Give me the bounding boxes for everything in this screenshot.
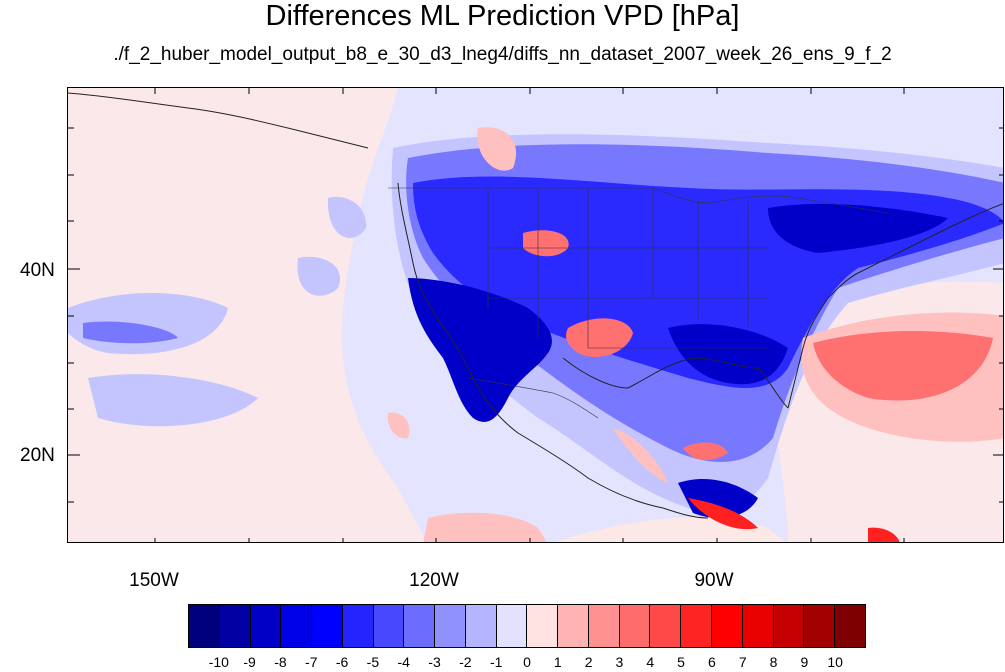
- field-lightblue-pacific-3: [297, 256, 340, 296]
- coastline-east: [787, 203, 1003, 409]
- field-midblue-pacific: [83, 321, 178, 344]
- field-red-guatemala: [683, 442, 728, 460]
- lon-label-150w: 150W: [129, 570, 179, 591]
- field-lightblue-pacific-4: [327, 196, 367, 238]
- colorbar-swatch: [465, 605, 497, 647]
- field-deepblue-northeast: [768, 203, 948, 253]
- colorbar-swatch: [404, 605, 436, 647]
- colorbar-label: 10: [827, 654, 843, 670]
- coastline-gulf: [562, 357, 789, 409]
- colorbar-label: -1: [489, 654, 503, 670]
- lat-label-20n: 20N: [20, 445, 55, 466]
- colorbar-swatch: [435, 605, 466, 647]
- field-red-texas: [566, 318, 633, 357]
- colorbar-swatch: [681, 605, 713, 647]
- colorbar-label: 4: [646, 654, 655, 670]
- map-subtitle: ./f_2_huber_model_output_b8_e_30_d3_lneg…: [113, 44, 892, 65]
- colorbar-label: -3: [428, 654, 441, 670]
- field-lightred-mexico: [613, 428, 668, 483]
- colorbar-swatch: [189, 605, 220, 647]
- coastline-alaska: [68, 92, 369, 149]
- colorbar-swatch: [219, 605, 251, 647]
- field-red-central-america: [688, 498, 758, 530]
- colorbar-swatch: [558, 605, 589, 647]
- field-midred-atlantic: [813, 331, 993, 401]
- colorbar-label: -10: [208, 654, 229, 670]
- colorbar-swatch: [588, 605, 620, 647]
- colorbar-swatch: [742, 605, 774, 647]
- colorbar-label: 5: [677, 654, 685, 670]
- colorbar-swatch: [712, 605, 743, 647]
- lon-label-90w: 90W: [694, 570, 734, 591]
- colorbar-label: -5: [366, 654, 380, 670]
- coastline-west: [397, 182, 709, 519]
- field-deepblue-gulf: [668, 324, 788, 385]
- colorbar-swatch: [527, 605, 559, 647]
- colorbar-label: 9: [800, 654, 809, 670]
- colorbar-swatch: [773, 605, 805, 647]
- colorbar-swatch: [281, 605, 313, 647]
- colorbar-label: -6: [335, 654, 349, 670]
- border-us-canada: [388, 187, 889, 214]
- colorbar-label: -2: [459, 654, 472, 670]
- colorbar: [188, 604, 866, 648]
- colorbar-swatch: [835, 605, 865, 647]
- colorbar-swatch: [804, 605, 836, 647]
- colorbar-label: 1: [553, 654, 562, 670]
- colorbar-swatch: [650, 605, 682, 647]
- colorbar-label: -8: [274, 654, 287, 670]
- colorbar-label: -7: [305, 654, 318, 670]
- colorbar-swatch: [250, 605, 282, 647]
- colorbar-swatch: [496, 605, 528, 647]
- colorbar-label: 7: [738, 654, 747, 670]
- colorbar-label: -4: [397, 654, 410, 670]
- field-red-nebraska: [523, 230, 569, 257]
- lon-label-120w: 120W: [409, 570, 459, 591]
- colorbar-label: 2: [584, 654, 593, 670]
- field-lightred-hawaii: [387, 412, 410, 439]
- lat-label-40n: 40N: [20, 260, 55, 281]
- colorbar-swatch: [342, 605, 374, 647]
- field-lightred-canada: [477, 127, 517, 171]
- field-lightblue-pacific-2: [88, 374, 258, 427]
- colorbar-swatch: [619, 605, 651, 647]
- colorbar-swatch: [373, 605, 405, 647]
- field-lightred-south-pacific: [423, 512, 547, 542]
- map-title: Differences ML Prediction VPD [hPa]: [265, 0, 740, 32]
- colorbar-label: -9: [243, 654, 256, 670]
- colorbar-label: 0: [523, 654, 531, 670]
- vpd-difference-map: [67, 87, 1004, 543]
- colorbar-label: 8: [769, 654, 778, 670]
- state-lines: [487, 188, 768, 349]
- colorbar-label: 6: [708, 654, 716, 670]
- map-field-svg: [68, 88, 1003, 542]
- colorbar-swatch: [312, 605, 343, 647]
- graticule-ticks: [68, 88, 1003, 542]
- colorbar-label: 3: [615, 654, 624, 670]
- border-us-mexico: [467, 377, 599, 419]
- field-red-caribbean: [868, 527, 900, 542]
